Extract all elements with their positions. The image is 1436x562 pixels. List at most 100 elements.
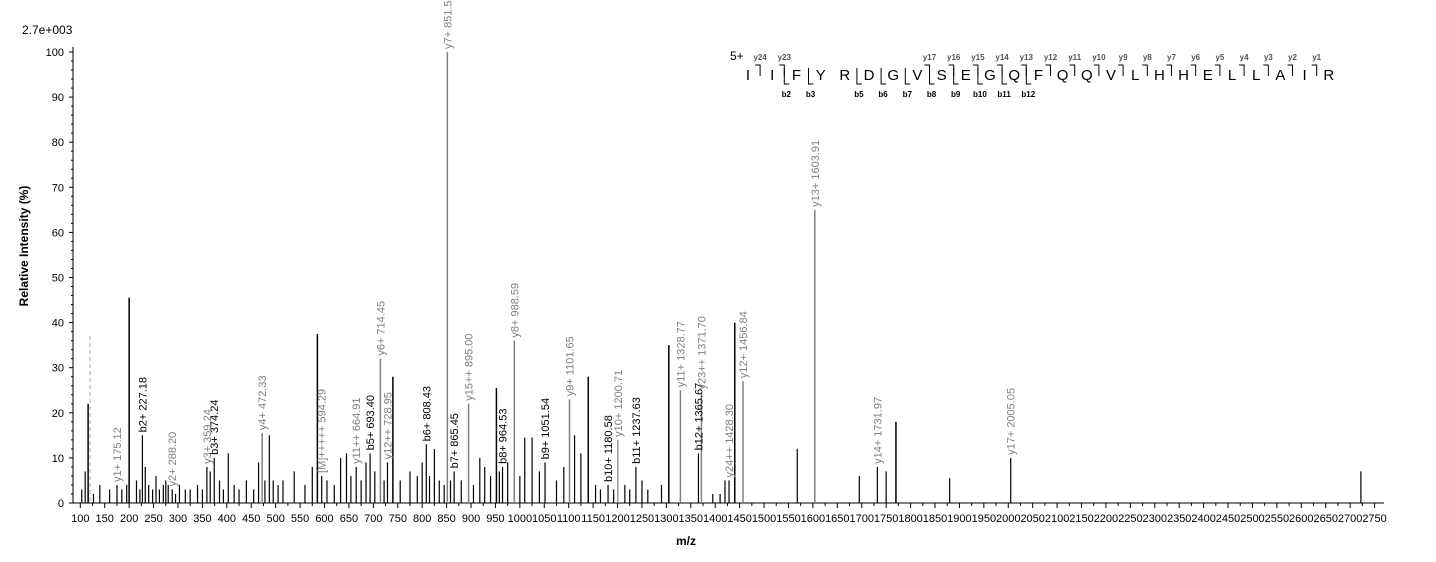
peak-labels: y1+ 175.12 b2+ 227.18 y2+ 288.20 y3+ 359.24… (112, 0, 1018, 486)
peak-label: y17+ 2005.05 (1006, 388, 1018, 455)
sequence-residue: Y (816, 67, 826, 84)
y-ion-label: y11 (1068, 53, 1081, 62)
y-tick-label: 0 (58, 498, 64, 510)
x-tick-label: 1700 (849, 513, 873, 525)
peak-label: y13+ 1603.91 (810, 140, 822, 207)
peak-label: b9+ 1051.54 (540, 398, 552, 459)
x-tick-label: 1400 (703, 513, 727, 525)
sequence-residue: E (961, 67, 971, 84)
b-ion-bracket (929, 68, 935, 85)
sequence-residue: E (1203, 67, 1213, 84)
y-tick-label: 40 (52, 318, 64, 330)
b-ion-bracket (977, 68, 983, 85)
y-ion-label: y23 (778, 53, 792, 62)
peak-label: b7+ 865.45 (449, 413, 461, 468)
sequence-residue: R (839, 67, 850, 84)
y-ion-label: y3 (1264, 53, 1273, 62)
peak-label: b5+ 693.40 (365, 395, 377, 450)
y-tick-label: 20 (52, 408, 64, 420)
x-tick-label: 750 (389, 513, 407, 525)
x-tick-label: 2350 (1167, 513, 1191, 525)
y-ion-bracket (972, 64, 979, 76)
peak-label: y8+ 988.59 (509, 283, 521, 338)
sequence-residue: L (1131, 67, 1139, 84)
peak-label: b10+ 1180.58 (603, 415, 615, 482)
sequence-residue: D (864, 67, 875, 84)
b-ion-label: b8 (927, 90, 937, 99)
y-ion-bracket (924, 64, 930, 76)
y-ion-bracket (1263, 64, 1269, 76)
sequence-residue: F (792, 67, 801, 84)
y-ion-bracket (755, 64, 761, 76)
b-ion-label: b10 (973, 90, 987, 99)
peak-label: y4+ 472.33 (257, 375, 269, 430)
x-ticks: 100 150 200 250 300 350 400 450 500 550 600 650 700 7… (71, 503, 1387, 525)
y-ion-label: y10 (1092, 53, 1106, 62)
y-ion-bracket (1166, 64, 1172, 76)
b-ion-bracket (953, 68, 959, 85)
b-ion-label: b3 (806, 90, 816, 99)
x-tick-label: 2650 (1313, 513, 1337, 525)
x-tick-label: 1100 (557, 513, 581, 525)
y-ion-label: y4 (1240, 53, 1249, 62)
x-tick-label: 800 (413, 513, 431, 525)
x-tick-label: 2250 (1118, 513, 1142, 525)
x-tick-label: 1300 (654, 513, 678, 525)
y-ion-bracket (1190, 64, 1197, 76)
y-ion-bracket (1287, 64, 1293, 76)
x-tick-label: 1250 (630, 513, 654, 525)
y-ticks: 0 10 20 30 40 50 60 70 80 90 100 (46, 47, 73, 510)
y-ion-bracket (948, 64, 955, 76)
peak-label: b2+ 227.18 (137, 377, 149, 432)
y-ion-label: y2 (1288, 53, 1297, 62)
x-tick-label: 1650 (825, 513, 849, 525)
y-tick-label: 30 (52, 363, 64, 375)
y-ion-label: y14 (995, 53, 1009, 62)
peak-label: y2+ 288.20 (167, 432, 179, 487)
x-tick-label: 2150 (1069, 513, 1093, 525)
sequence-residue: Q (1057, 67, 1069, 84)
y-ion-label: y15 (971, 53, 985, 62)
sequence-residue: G (887, 67, 899, 84)
x-tick-label: 2550 (1265, 513, 1289, 525)
y-tick-label: 90 (52, 92, 64, 104)
y-ion-label: y5 (1215, 53, 1224, 62)
sequence-residue: V (912, 67, 922, 84)
y-ion-bracket (1045, 64, 1051, 76)
x-tick-label: 1050 (532, 513, 556, 525)
peak-label: y10+ 1200.71 (613, 370, 625, 437)
peak-label: y14+ 1731.97 (872, 397, 884, 464)
y-ion-bracket (1214, 64, 1221, 76)
b-ion-label: b6 (878, 90, 888, 99)
b-ion-bracket (783, 68, 790, 85)
x-tick-label: 1550 (776, 513, 800, 525)
x-tick-label: 1750 (874, 513, 898, 525)
y-ion-bracket (1239, 64, 1245, 76)
x-tick-label: 950 (486, 513, 504, 525)
y-ion-label: y24 (753, 53, 767, 62)
charge-state: 5+ (730, 49, 744, 63)
x-tick-label: 2400 (1191, 513, 1215, 525)
y-tick-label: 50 (52, 273, 64, 285)
y-ion-bracket (1021, 64, 1027, 76)
peak-label: y12+ 1456.84 (738, 311, 750, 378)
y-axis-title: Relative Intensity (%) (17, 186, 31, 307)
sequence-residue: I (746, 67, 750, 84)
y-ion-bracket (779, 64, 785, 76)
sequence-residue: I (770, 67, 774, 84)
x-tick-label: 2450 (1216, 513, 1240, 525)
x-tick-label: 1800 (898, 513, 922, 525)
x-tick-label: 2500 (1240, 513, 1264, 525)
b-ion-bracket (808, 68, 814, 85)
peak-label: y9+ 1101.65 (565, 336, 577, 396)
x-tick-label: 2050 (1020, 513, 1044, 525)
b-ion-label: b9 (951, 90, 961, 99)
y-tick-label: 10 (52, 453, 64, 465)
y-ion-label: y7 (1167, 53, 1176, 62)
sequence-residue: A (1275, 67, 1285, 84)
peak-label: y11++ 664.91 (351, 397, 363, 463)
x-tick-label: 450 (242, 513, 260, 525)
sequence-residue: F (1034, 67, 1043, 84)
